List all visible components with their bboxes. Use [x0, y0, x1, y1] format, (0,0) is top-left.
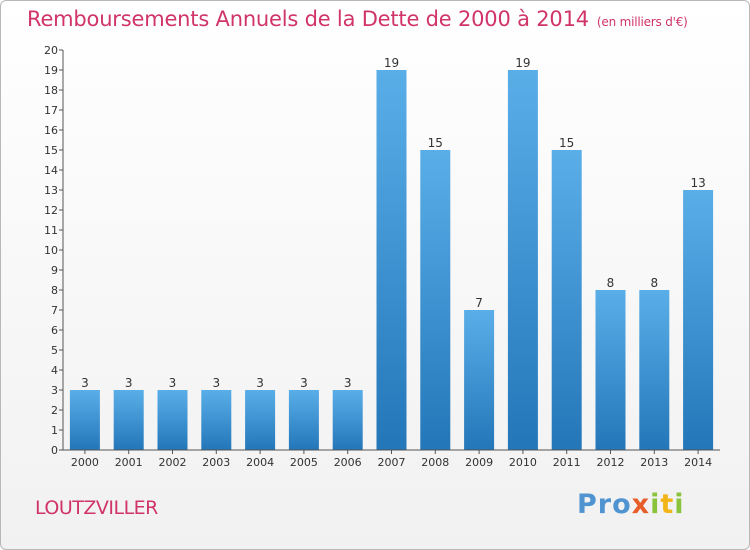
- bar-value-label: 8: [607, 276, 615, 290]
- bar: [113, 390, 144, 450]
- bar: [683, 190, 714, 450]
- y-tick-label: 6: [51, 324, 58, 337]
- x-tick-label: 2002: [159, 456, 187, 469]
- bar-value-label: 3: [125, 376, 133, 390]
- x-tick-label: 2008: [421, 456, 449, 469]
- y-tick-label: 12: [44, 204, 58, 217]
- bar: [551, 150, 582, 450]
- x-axis: 2000 2001 2002 2003 2004 2005 2006 2007 2008 2009…: [63, 449, 720, 469]
- y-tick-label: 1: [51, 424, 58, 437]
- y-tick-label: 18: [44, 84, 58, 97]
- bar-value-label: 3: [344, 376, 352, 390]
- y-tick-label: 3: [51, 384, 58, 397]
- bar-value-label: 3: [256, 376, 264, 390]
- bar: [420, 150, 451, 450]
- x-tick-label: 2009: [465, 456, 493, 469]
- bar: [69, 390, 100, 450]
- bar-value-label: 13: [690, 176, 705, 190]
- bar: [639, 290, 670, 450]
- y-tick-label: 10: [44, 244, 58, 257]
- bar: [464, 310, 495, 450]
- x-tick-label: 2013: [640, 456, 668, 469]
- y-tick-label: 9: [51, 264, 58, 277]
- bar-value-label: 3: [81, 376, 89, 390]
- y-tick-label: 4: [51, 364, 58, 377]
- x-tick-label: 2012: [597, 456, 625, 469]
- bar: [595, 290, 626, 450]
- chart-title: Remboursements Annuels de la Dette de 20…: [27, 7, 688, 31]
- bar: [245, 390, 276, 450]
- y-tick-label: 15: [44, 144, 58, 157]
- bar: [332, 390, 363, 450]
- bar-value-label: 3: [212, 376, 220, 390]
- proxiti-logo: Proxiti: [577, 489, 685, 520]
- x-tick-label: 2000: [71, 456, 99, 469]
- bar: [507, 70, 538, 450]
- bar-value-label: 7: [475, 296, 483, 310]
- bar: [376, 70, 407, 450]
- y-tick-label: 7: [51, 304, 58, 317]
- bar: [288, 390, 319, 450]
- y-tick-label: 2: [51, 404, 58, 417]
- y-tick-label: 14: [44, 164, 58, 177]
- y-tick-label: 13: [44, 184, 58, 197]
- x-tick-label: 2003: [202, 456, 230, 469]
- bar-value-label: 15: [428, 136, 443, 150]
- x-tick-label: 2007: [378, 456, 406, 469]
- bars: 3 3 3 3 3 3 3 19 15 7 19 15 8 8 13: [69, 56, 714, 450]
- bar-value-label: 3: [300, 376, 308, 390]
- x-tick-label: 2011: [553, 456, 581, 469]
- place-name: LOUTZVILLER: [35, 497, 158, 519]
- y-tick-label: 11: [44, 224, 58, 237]
- y-tick-label: 5: [51, 344, 58, 357]
- y-tick-label: 20: [44, 44, 58, 57]
- unit-note: (en milliers d'€): [596, 15, 688, 29]
- y-tick-label: 8: [51, 284, 58, 297]
- x-tick-label: 2010: [509, 456, 537, 469]
- bar-value-label: 19: [515, 56, 530, 70]
- bar-value-label: 3: [169, 376, 177, 390]
- bar: [201, 390, 232, 450]
- x-tick-label: 2001: [115, 456, 143, 469]
- chart-title-text: Remboursements Annuels de la Dette de 20…: [27, 7, 589, 31]
- x-tick-label: 2005: [290, 456, 318, 469]
- x-tick-label: 2004: [246, 456, 274, 469]
- bar: [157, 390, 188, 450]
- y-tick-label: 19: [44, 64, 58, 77]
- x-tick-label: 2014: [684, 456, 712, 469]
- y-tick-label: 17: [44, 104, 58, 117]
- x-tick-label: 2006: [334, 456, 362, 469]
- y-tick-label: 16: [44, 124, 58, 137]
- bar-value-label: 19: [384, 56, 399, 70]
- y-tick-label: 0: [51, 444, 58, 457]
- bar-value-label: 8: [650, 276, 658, 290]
- bar-value-label: 15: [559, 136, 574, 150]
